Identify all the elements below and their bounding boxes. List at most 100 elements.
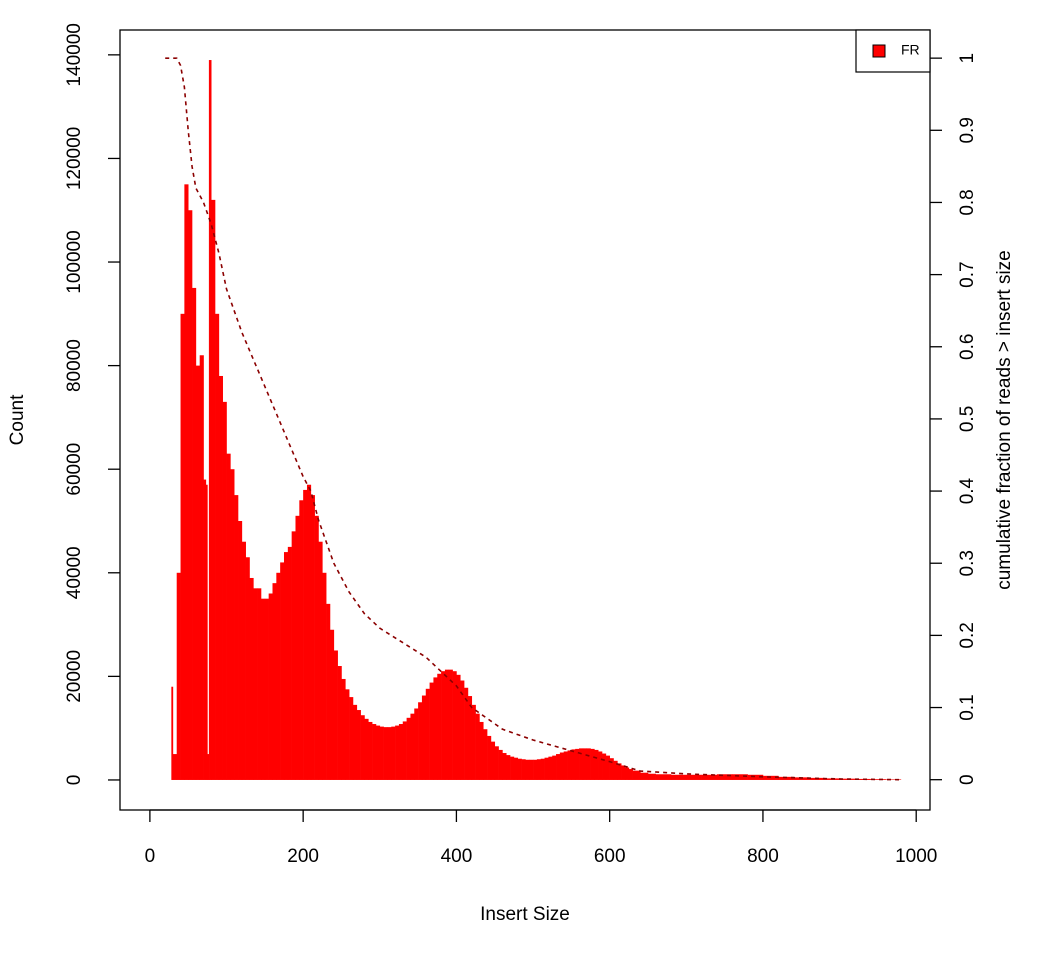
x-tick-label: 1000 <box>895 846 937 867</box>
x-tick-label: 0 <box>145 846 156 867</box>
bar <box>529 759 534 780</box>
bar <box>475 713 480 780</box>
bar <box>171 686 174 780</box>
bar <box>456 674 461 780</box>
bar <box>609 758 614 780</box>
bar <box>747 774 764 780</box>
bar <box>268 593 273 780</box>
bar <box>337 666 342 780</box>
bar <box>414 708 419 780</box>
bar <box>552 755 557 780</box>
bar <box>234 495 239 780</box>
y2-tick-label: 0.2 <box>957 622 978 648</box>
legend-swatch <box>872 44 886 58</box>
y2-tick-label: 0.3 <box>957 550 978 576</box>
bar <box>226 453 231 780</box>
bar <box>655 774 672 780</box>
bar <box>540 758 545 780</box>
bar <box>460 680 465 780</box>
bar <box>364 718 369 780</box>
bar <box>582 748 587 780</box>
bar <box>513 757 519 780</box>
bar <box>172 754 178 780</box>
bar <box>283 552 289 780</box>
bar <box>701 774 718 780</box>
bar <box>291 531 296 780</box>
bar <box>314 515 319 780</box>
bar <box>410 713 415 780</box>
bar <box>556 754 561 780</box>
cumulative-line <box>165 57 901 781</box>
bar <box>207 754 210 780</box>
bar <box>598 751 603 780</box>
bar <box>533 759 538 780</box>
bar <box>647 773 656 780</box>
bar <box>762 775 779 780</box>
bar <box>272 583 277 780</box>
bar <box>208 60 210 780</box>
y2-tick-label: 0 <box>957 774 978 785</box>
bar <box>571 749 576 780</box>
bar <box>425 688 430 780</box>
bar <box>885 779 902 780</box>
bar <box>594 749 599 780</box>
y2-axis-title: cumulative fraction of reads > insert si… <box>994 250 1015 590</box>
bar <box>398 724 404 780</box>
bar <box>510 756 515 780</box>
bar <box>218 375 223 780</box>
bar <box>264 598 269 780</box>
y-tick-label: 20000 <box>64 650 85 703</box>
bar <box>205 484 208 780</box>
bar <box>602 753 607 780</box>
bar <box>356 710 361 780</box>
bar <box>590 748 595 780</box>
bar <box>303 489 308 780</box>
bar <box>563 751 568 780</box>
bar <box>276 572 281 780</box>
bar <box>184 184 189 780</box>
x-axis-title: Insert Size <box>480 904 570 925</box>
bar <box>402 721 407 780</box>
bar <box>502 753 507 780</box>
bar <box>441 671 446 780</box>
y2-tick-label: 1 <box>957 53 978 64</box>
y2-tick-label: 0.5 <box>957 406 978 432</box>
bar <box>548 756 553 780</box>
bar <box>387 727 392 780</box>
bar <box>544 757 549 780</box>
y2-tick-label: 0.9 <box>957 117 978 143</box>
bar <box>257 588 262 780</box>
bar <box>525 759 530 780</box>
bar <box>222 401 227 780</box>
bar <box>261 598 266 780</box>
bar <box>483 729 488 780</box>
y-tick-label: 0 <box>64 775 85 786</box>
bar <box>349 697 354 780</box>
y-tick-label: 80000 <box>64 339 85 392</box>
bar <box>391 726 396 780</box>
bar <box>640 772 649 780</box>
bar <box>479 721 484 780</box>
y2-tick-label: 0.8 <box>957 189 978 215</box>
bar <box>287 546 292 780</box>
bar <box>586 748 591 780</box>
bar <box>406 717 411 780</box>
bar <box>199 355 204 780</box>
y2-tick-label: 0.4 <box>957 477 978 504</box>
y-tick-label: 40000 <box>64 546 85 599</box>
bar <box>215 313 220 780</box>
y2-tick-label: 0.7 <box>957 261 978 287</box>
bar <box>188 210 193 780</box>
bar <box>506 755 511 780</box>
bar <box>379 726 384 780</box>
bar <box>617 763 622 780</box>
bar <box>418 702 423 780</box>
x-tick-label: 200 <box>287 846 319 867</box>
bar <box>579 748 584 780</box>
bar <box>467 696 473 780</box>
bar <box>536 759 542 780</box>
bar <box>621 765 626 780</box>
bar <box>686 774 702 780</box>
bar <box>253 588 258 780</box>
